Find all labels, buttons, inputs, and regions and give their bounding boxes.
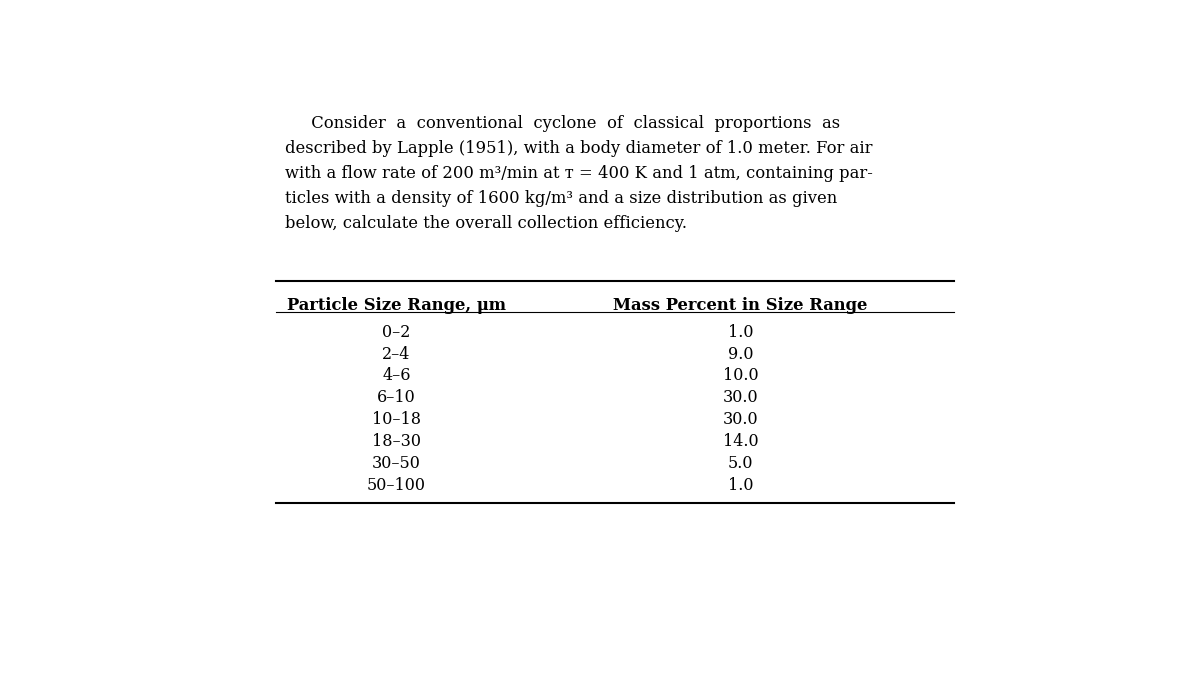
Text: 2–4: 2–4 (383, 346, 410, 362)
Text: Particle Size Range, μm: Particle Size Range, μm (287, 297, 506, 314)
Text: 4–6: 4–6 (383, 367, 410, 384)
Text: 1.0: 1.0 (727, 324, 754, 341)
Text: 10.0: 10.0 (722, 367, 758, 384)
Text: 30.0: 30.0 (722, 411, 758, 428)
Text: Mass Percent in Size Range: Mass Percent in Size Range (613, 297, 868, 314)
Text: Consider  a  conventional  cyclone  of  classical  proportions  as: Consider a conventional cyclone of class… (284, 115, 840, 132)
Text: 1.0: 1.0 (727, 477, 754, 493)
Text: 10–18: 10–18 (372, 411, 421, 428)
Text: 14.0: 14.0 (722, 433, 758, 450)
Text: 30–50: 30–50 (372, 455, 421, 472)
Text: 5.0: 5.0 (727, 455, 754, 472)
Text: ticles with a density of 1600 kg/m³ and a size distribution as given: ticles with a density of 1600 kg/m³ and … (284, 190, 838, 207)
Text: 18–30: 18–30 (372, 433, 421, 450)
Text: 50–100: 50–100 (367, 477, 426, 493)
Text: below, calculate the overall collection efficiency.: below, calculate the overall collection … (284, 215, 686, 232)
Text: 6–10: 6–10 (377, 389, 416, 406)
Text: 30.0: 30.0 (722, 389, 758, 406)
Text: described by Lapple (1951), with a body diameter of 1.0 meter. For air: described by Lapple (1951), with a body … (284, 140, 872, 157)
Text: with a flow rate of 200 m³/min at ᴛ = 400 K and 1 atm, containing par-: with a flow rate of 200 m³/min at ᴛ = 40… (284, 165, 872, 182)
Text: 0–2: 0–2 (383, 324, 410, 341)
Text: 9.0: 9.0 (727, 346, 754, 362)
